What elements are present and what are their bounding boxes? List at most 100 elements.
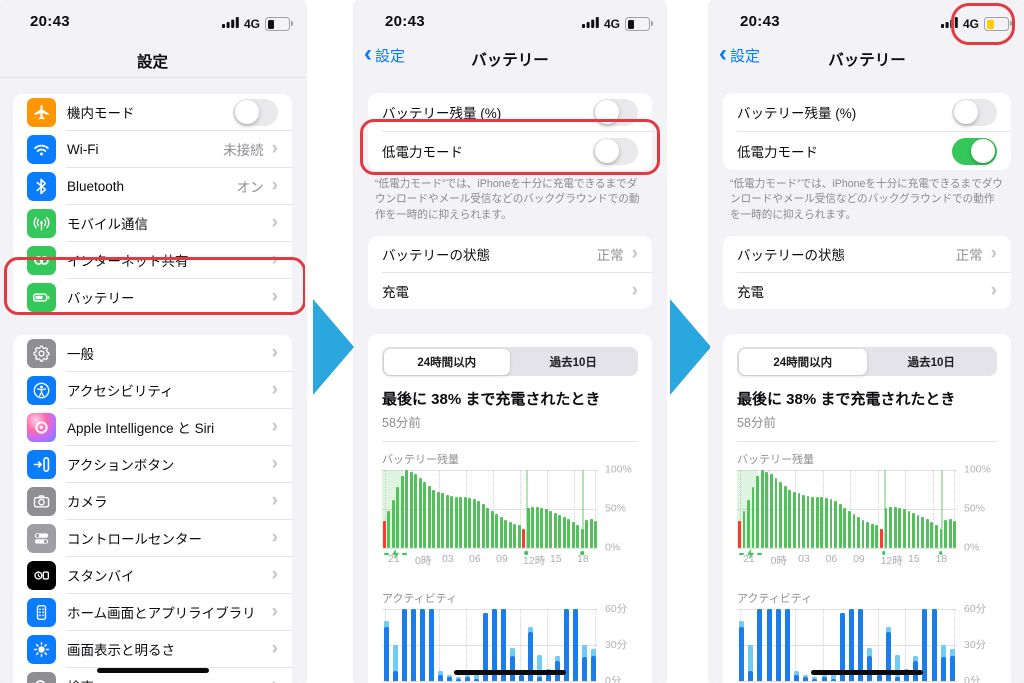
cc-icon (27, 523, 56, 553)
standby-icon (27, 560, 56, 590)
signal-icon (940, 15, 958, 33)
low-power-mode-toggle[interactable] (952, 137, 997, 165)
battery-usage-card: 24時間以内 過去10日 最後に 38% まで充電されたとき 58分前 バッテリ… (368, 334, 652, 683)
access-icon (27, 375, 56, 405)
charging-bolt-icon (384, 548, 408, 560)
battery-level-chart-title: バッテリー残量 (382, 454, 459, 467)
battery-icon-low-power (984, 17, 1012, 31)
settings-item-label: アクションボタン (67, 458, 175, 473)
settings-item-camera[interactable]: カメラ › (13, 483, 292, 519)
settings-item-wifi[interactable]: Wi-Fi 未接続 › (13, 131, 292, 167)
airplane-mode-toggle[interactable] (233, 98, 278, 126)
settings-item-label: Apple Intelligence と Siri (67, 421, 215, 436)
status-bar: 20:43 4G (0, 0, 305, 44)
flow-arrow-icon (670, 299, 711, 395)
chevron-right-icon: › (271, 378, 278, 400)
segment-24h[interactable]: 24時間以内 (738, 348, 867, 375)
settings-item-search[interactable]: 検索› (13, 668, 292, 683)
signal-icon (581, 15, 599, 33)
settings-item-action-button[interactable]: アクションボタン › (13, 446, 292, 482)
screen-settings: 20:43 4G 設定 機内モード Wi-Fi 未接続 › Bluetooth オン › モバ… (0, 0, 305, 683)
chevron-right-icon: › (271, 452, 278, 474)
low-power-mode-row: 低電力モード (723, 132, 1011, 170)
battery-level-chart-title: バッテリー残量 (737, 454, 814, 467)
battery-icon (625, 17, 653, 31)
chevron-right-icon: › (990, 279, 997, 301)
battery-health-value: 正常 (596, 248, 624, 264)
settings-item-home-screen[interactable]: ホーム画面とアプリライブラリ › (13, 594, 292, 630)
nav-bar: ‹ 設定 バッテリー (710, 39, 1024, 74)
charging-row[interactable]: 充電 › (737, 279, 997, 301)
settings-item-label: カメラ (67, 495, 108, 510)
chevron-right-icon: › (271, 137, 278, 159)
charging-row[interactable]: 充電 › (382, 279, 638, 301)
low-power-mode-toggle[interactable] (593, 137, 638, 165)
action-icon (27, 449, 56, 479)
chevron-right-icon: › (272, 676, 278, 683)
display-icon (27, 634, 56, 664)
battery-percent-toggle[interactable] (593, 98, 638, 126)
battery-health-value: 正常 (955, 248, 983, 264)
settings-item-hotspot[interactable]: インターネット共有 › (13, 242, 292, 278)
settings-item-general[interactable]: 一般 › (13, 335, 292, 371)
page-title: バッテリー (471, 52, 549, 69)
settings-item-label: アクセシビリティ (67, 384, 174, 399)
status-time: 20:43 (30, 13, 70, 30)
chevron-right-icon: › (990, 242, 997, 264)
settings-item-label: 機内モード (67, 106, 135, 121)
battery-percent-toggle[interactable] (952, 98, 997, 126)
settings-item-apple-intelligence-siri[interactable]: Apple Intelligence と Siri › (13, 409, 292, 445)
low-power-mode-footnote: “低電力モード”では、iPhoneを十分に充電できるまでダウンロードやメール受信… (730, 178, 1003, 221)
settings-item-airplane-mode[interactable]: 機内モード (13, 94, 292, 130)
settings-item-battery[interactable]: バッテリー › (13, 279, 292, 315)
back-button[interactable]: ‹ 設定 (719, 39, 761, 67)
settings-item-label: 画面表示と明るさ (67, 643, 175, 658)
settings-item-accessibility[interactable]: アクセシビリティ › (13, 372, 292, 408)
last-charge-subtitle: 58分前 (737, 416, 776, 431)
last-charge-title: 最後に 38% まで充電されたとき (737, 391, 956, 409)
settings-item-mobile-data[interactable]: モバイル通信 › (13, 205, 292, 241)
settings-item-display-brightness[interactable]: 画面表示と明るさ › (13, 631, 292, 667)
chevron-right-icon: › (271, 248, 278, 270)
chevron-right-icon: › (271, 526, 278, 548)
camera-icon (27, 486, 56, 516)
time-range-segmented-control: 24時間以内 過去10日 (382, 347, 638, 377)
nav-bar: ‹ 設定 バッテリー (355, 39, 665, 74)
battery-icon (265, 17, 293, 31)
gear-icon (27, 338, 56, 368)
settings-item-label: モバイル通信 (67, 217, 148, 232)
home-indicator[interactable] (811, 670, 923, 675)
back-button[interactable]: ‹ 設定 (364, 39, 406, 67)
settings-item-standby[interactable]: スタンバイ › (13, 557, 292, 593)
network-type-label: 4G (603, 17, 620, 31)
chevron-right-icon: › (271, 489, 278, 511)
home-indicator[interactable] (96, 668, 209, 673)
nav-bar: 設定 (0, 44, 305, 77)
settings-group-connectivity: 機内モード Wi-Fi 未接続 › Bluetooth オン › モバイル通信 › インターネット… (13, 94, 292, 315)
settings-item-label: 検索 (67, 676, 270, 683)
activity-chart-title: アクティビティ (737, 593, 813, 606)
battery-percent-row: バッテリー残量 (%) (368, 93, 652, 131)
siri-icon (27, 412, 56, 442)
segment-10d[interactable]: 過去10日 (549, 356, 597, 369)
settings-item-control-center[interactable]: コントロールセンター › (13, 520, 292, 556)
chevron-right-icon: › (271, 285, 278, 307)
home-indicator[interactable] (454, 670, 566, 675)
settings-item-value: オン (236, 180, 264, 195)
settings-item-label: スタンバイ (67, 569, 135, 584)
battery-health-row[interactable]: バッテリーの状態 正常 › (737, 242, 997, 264)
battery-health-row[interactable]: バッテリーの状態 正常 › (382, 242, 638, 264)
settings-item-bluetooth[interactable]: Bluetooth オン › (13, 168, 292, 204)
chevron-right-icon: › (271, 341, 278, 363)
chevron-right-icon: › (631, 279, 638, 301)
status-time: 20:43 (740, 13, 780, 30)
battery-icon (27, 282, 56, 312)
chevron-right-icon: › (271, 637, 278, 659)
charging-bolt-icon (739, 548, 763, 560)
low-power-mode-row: 低電力モード (368, 132, 652, 170)
segment-10d[interactable]: 過去10日 (907, 356, 955, 369)
segment-24h[interactable]: 24時間以内 (383, 348, 510, 375)
battery-level-chart: 21 0時 03 06 09 12時 15 18 100% 50% 0% (382, 463, 638, 572)
search-icon (27, 671, 56, 683)
battery-usage-card: 24時間以内 過去10日 最後に 38% まで充電されたとき 58分前 バッテリ… (723, 334, 1011, 683)
